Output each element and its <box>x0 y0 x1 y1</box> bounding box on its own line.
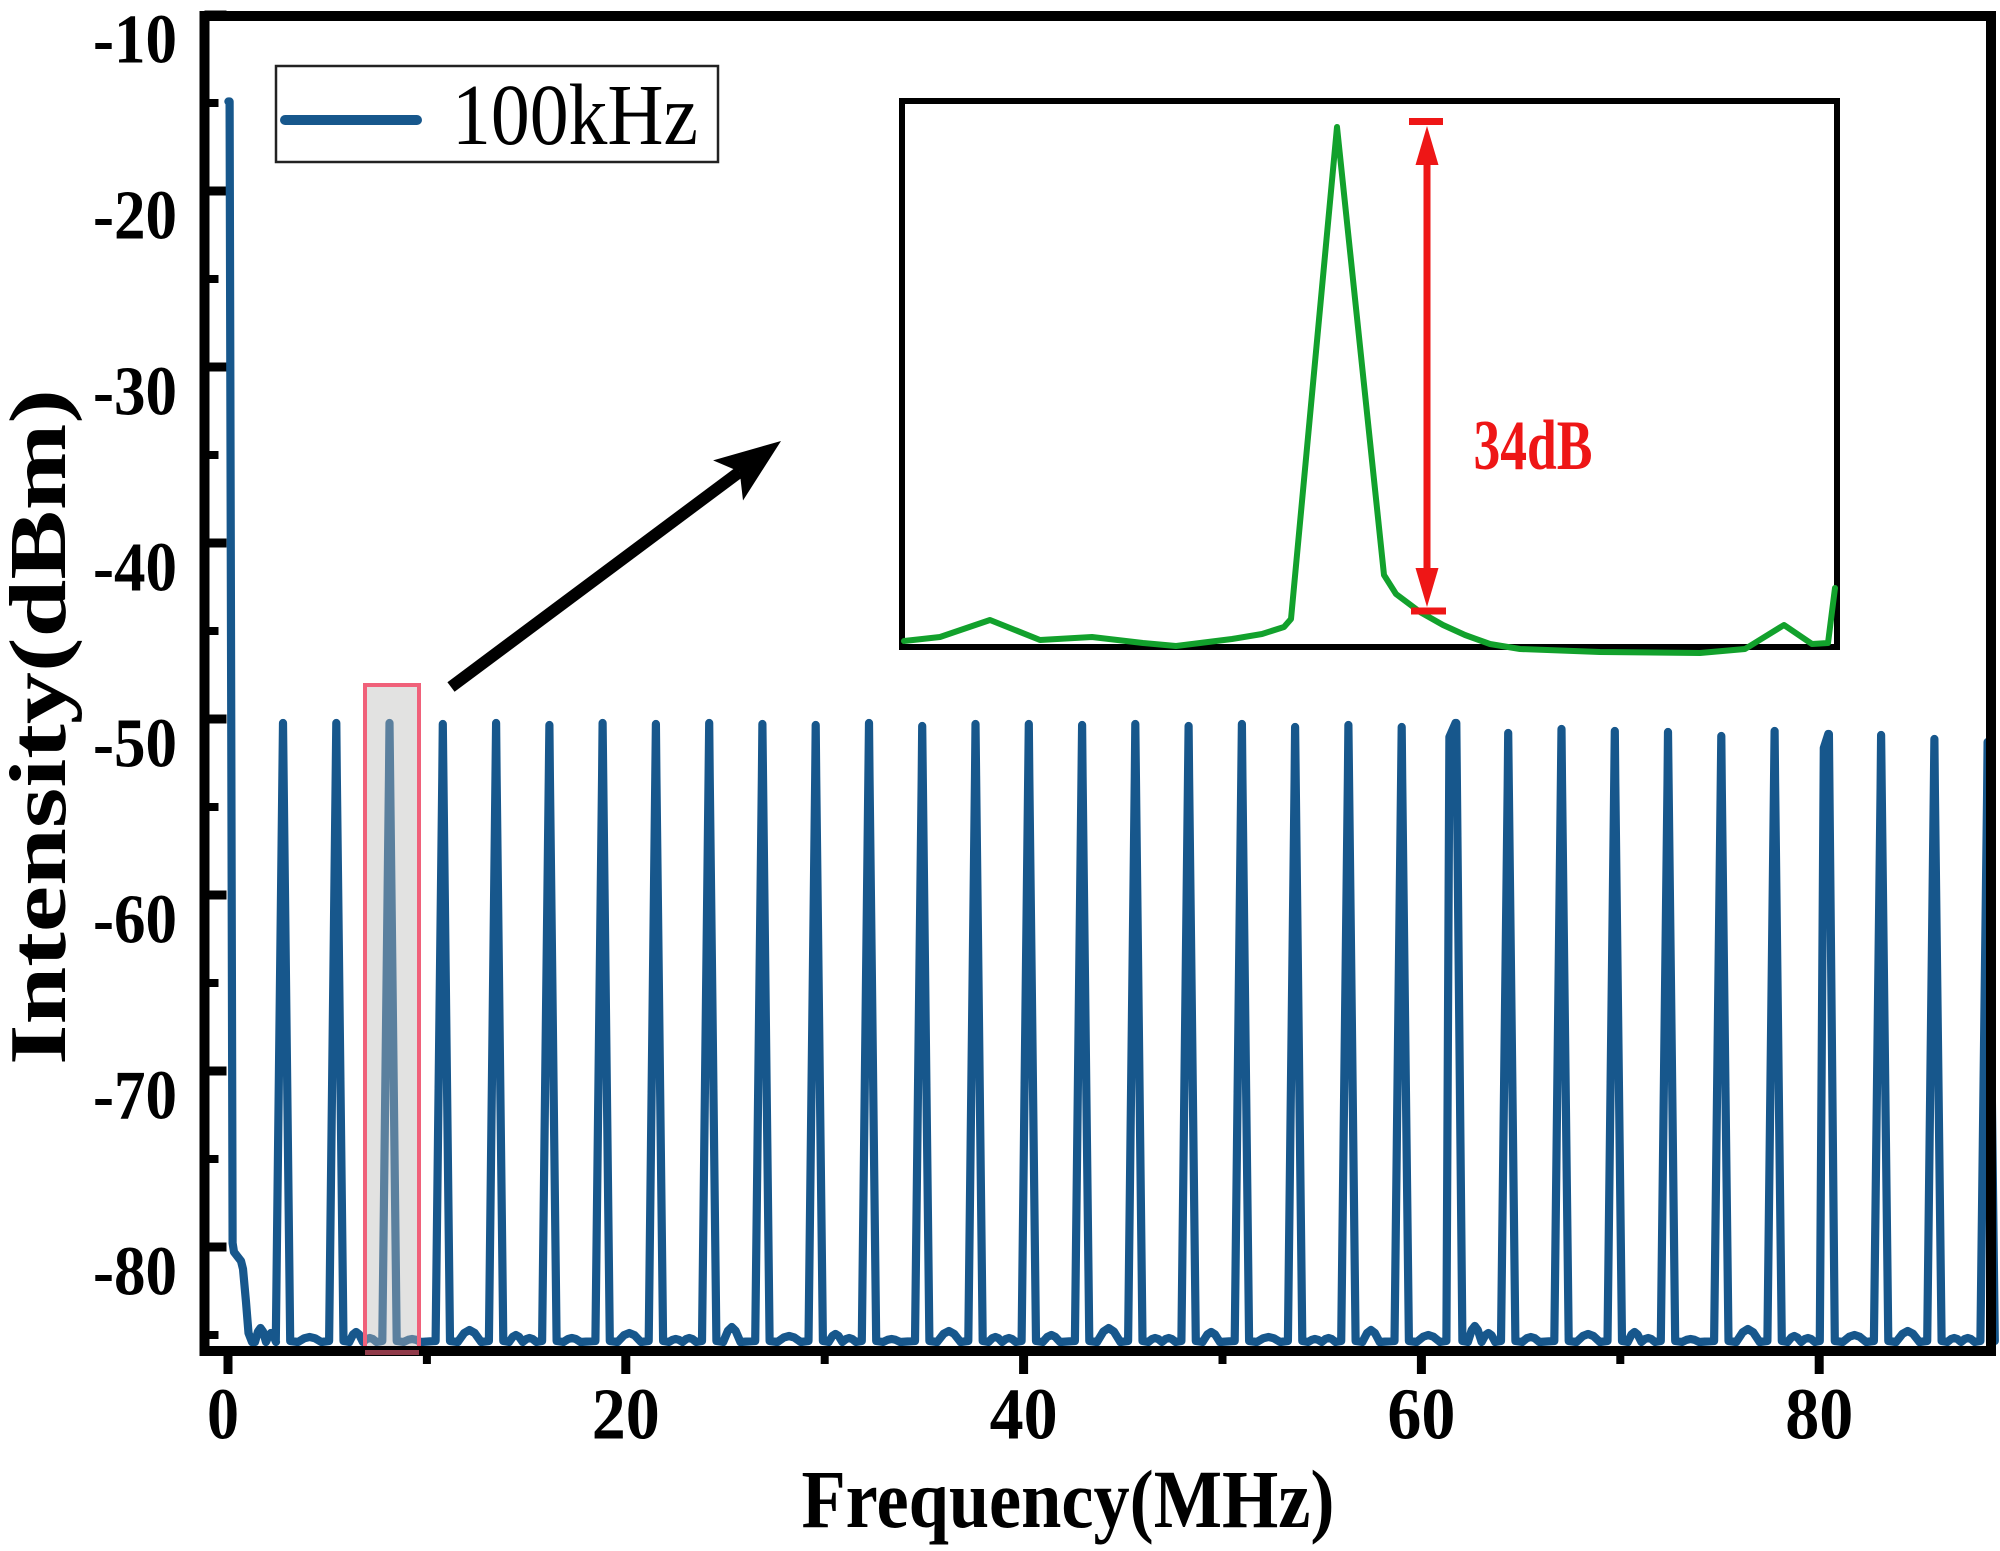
svg-text:Frequency(MHz): Frequency(MHz) <box>802 1453 1335 1545</box>
svg-text:34dB: 34dB <box>1474 407 1593 485</box>
svg-text:-50: -50 <box>93 706 177 783</box>
svg-text:-40: -40 <box>93 530 177 607</box>
svg-text:-70: -70 <box>93 1058 177 1135</box>
svg-text:-60: -60 <box>93 882 177 959</box>
svg-text:100kHz: 100kHz <box>452 66 698 163</box>
svg-text:-20: -20 <box>93 178 177 255</box>
svg-text:0: 0 <box>207 1374 239 1455</box>
svg-text:-30: -30 <box>93 354 177 431</box>
svg-text:20: 20 <box>592 1374 660 1455</box>
svg-text:-80: -80 <box>93 1234 177 1311</box>
svg-text:-10: -10 <box>93 2 177 79</box>
svg-text:40: 40 <box>990 1374 1058 1455</box>
svg-text:60: 60 <box>1387 1374 1455 1455</box>
svg-text:80: 80 <box>1785 1374 1853 1455</box>
svg-text:Intensity(dBm): Intensity(dBm) <box>0 389 83 1065</box>
